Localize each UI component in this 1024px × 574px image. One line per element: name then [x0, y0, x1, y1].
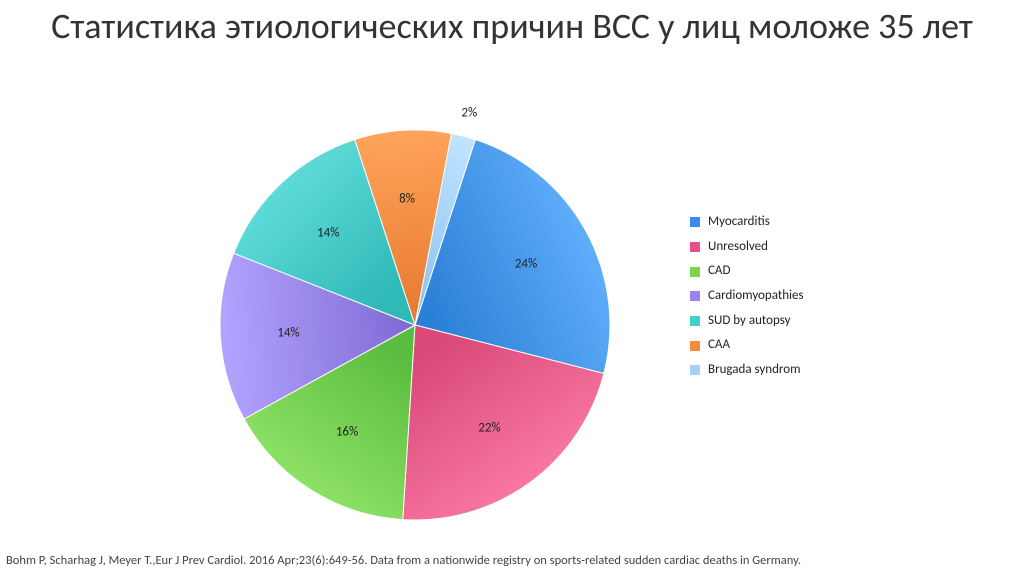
legend-item: Unresolved	[690, 235, 804, 260]
legend-label: Brugada syndrom	[708, 358, 801, 383]
legend-swatch	[690, 242, 700, 252]
legend-swatch	[690, 365, 700, 375]
legend-item: CAA	[690, 333, 804, 358]
legend-swatch	[690, 267, 700, 277]
legend-item: Myocarditis	[690, 210, 804, 235]
legend: MyocarditisUnresolvedCADCardiomyopathies…	[690, 210, 804, 383]
legend-swatch	[690, 217, 700, 227]
pie-chart-svg	[200, 110, 630, 540]
slide-title: Статистика этиологических причин ВСС у л…	[0, 6, 1024, 47]
slide: Статистика этиологических причин ВСС у л…	[0, 0, 1024, 574]
pie-chart: 24%22%16%14%14%8%2%	[200, 110, 630, 540]
legend-label: Cardiomyopathies	[708, 284, 804, 309]
legend-item: Brugada syndrom	[690, 358, 804, 383]
legend-label: SUD by autopsy	[708, 309, 790, 334]
legend-label: CAA	[708, 333, 730, 358]
legend-swatch	[690, 291, 700, 301]
legend-item: SUD by autopsy	[690, 309, 804, 334]
legend-label: CAD	[708, 259, 730, 284]
legend-label: Unresolved	[708, 235, 768, 260]
citation-text: Bohm P, Scharhag J, Meyer T.,Eur J Prev …	[6, 553, 1018, 568]
legend-label: Myocarditis	[708, 210, 770, 235]
legend-item: CAD	[690, 259, 804, 284]
legend-item: Cardiomyopathies	[690, 284, 804, 309]
legend-swatch	[690, 316, 700, 326]
legend-swatch	[690, 341, 700, 351]
